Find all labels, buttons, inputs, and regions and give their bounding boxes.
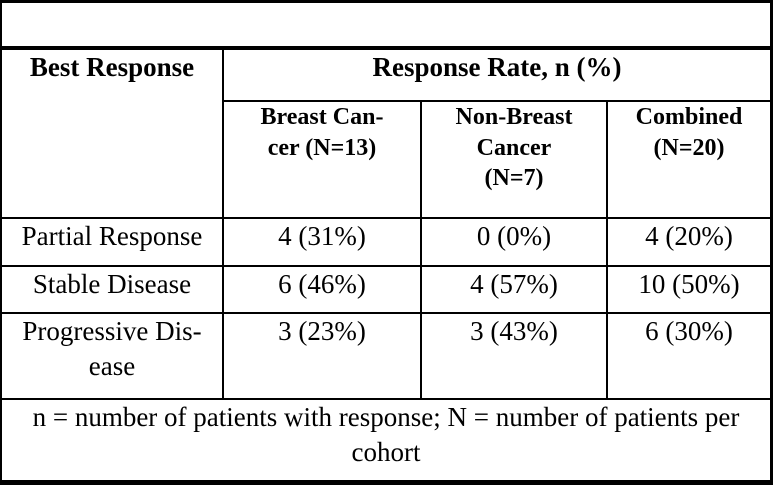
footnote-row: n = number of patients with response; N … <box>2 398 770 480</box>
value-cell: 0 (0%) <box>420 217 608 267</box>
value-cell: 4 (20%) <box>605 217 770 267</box>
footnote: n = number of patients with response; N … <box>2 398 770 480</box>
row-label: Stable Disease <box>2 265 224 314</box>
column-header-non-breast-cancer: Non-Breast Cancer (N=7) <box>420 100 608 219</box>
value-cell: 6 (30%) <box>605 312 770 400</box>
value-cell: 10 (50%) <box>605 265 770 314</box>
header-row-columns: Breast Can- cer (N=13) Non-Breast Cancer… <box>2 100 770 219</box>
value-cell: 3 (23%) <box>222 312 422 400</box>
row-label: Progressive Dis- ease <box>2 312 224 400</box>
header-row-group: Best Response Response Rate, n (%) <box>2 50 770 219</box>
table-row-stable-disease: Stable Disease 6 (46%) 4 (57%) 10 (50%) <box>2 265 770 314</box>
value-cell: 4 (31%) <box>222 217 422 267</box>
value-cell: 3 (43%) <box>420 312 608 400</box>
row-label: Partial Response <box>2 217 224 267</box>
group-header-response-rate: Response Rate, n (%) <box>221 50 770 102</box>
table-row-progressive-disease: Progressive Dis- ease 3 (23%) 3 (43%) 6 … <box>2 312 770 400</box>
column-header-combined: Combined (N=20) <box>605 100 770 219</box>
corner-header-best-response: Best Response <box>2 50 224 219</box>
caption-strip <box>2 3 770 50</box>
column-header-breast-cancer: Breast Can- cer (N=13) <box>223 100 422 219</box>
value-cell: 4 (57%) <box>420 265 608 314</box>
table-row-partial-response: Partial Response 4 (31%) 0 (0%) 4 (20%) <box>2 217 770 267</box>
response-rate-table: Best Response Response Rate, n (%) Breas… <box>2 50 770 480</box>
value-cell: 6 (46%) <box>222 265 422 314</box>
